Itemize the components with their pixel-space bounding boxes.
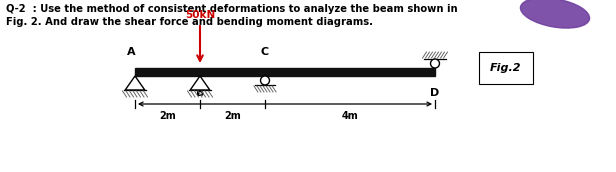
Text: Fig. 2. And draw the shear force and bending moment diagrams.: Fig. 2. And draw the shear force and ben… bbox=[6, 17, 373, 27]
Text: 2m: 2m bbox=[224, 111, 241, 121]
Text: Q-2  : Use the method of consistent deformations to analyze the beam shown in: Q-2 : Use the method of consistent defor… bbox=[6, 4, 458, 14]
Ellipse shape bbox=[521, 0, 590, 28]
Text: A: A bbox=[127, 47, 136, 57]
Text: 2m: 2m bbox=[159, 111, 176, 121]
Text: 4m: 4m bbox=[342, 111, 359, 121]
Text: B: B bbox=[196, 88, 204, 98]
Polygon shape bbox=[190, 76, 210, 90]
Circle shape bbox=[431, 59, 439, 68]
Circle shape bbox=[261, 76, 269, 85]
Polygon shape bbox=[125, 76, 145, 90]
Text: 50kN: 50kN bbox=[185, 10, 215, 20]
Bar bbox=[135, 68, 435, 76]
Text: Fig.2: Fig.2 bbox=[490, 63, 522, 73]
Text: C: C bbox=[261, 47, 269, 57]
Text: D: D bbox=[431, 88, 440, 98]
